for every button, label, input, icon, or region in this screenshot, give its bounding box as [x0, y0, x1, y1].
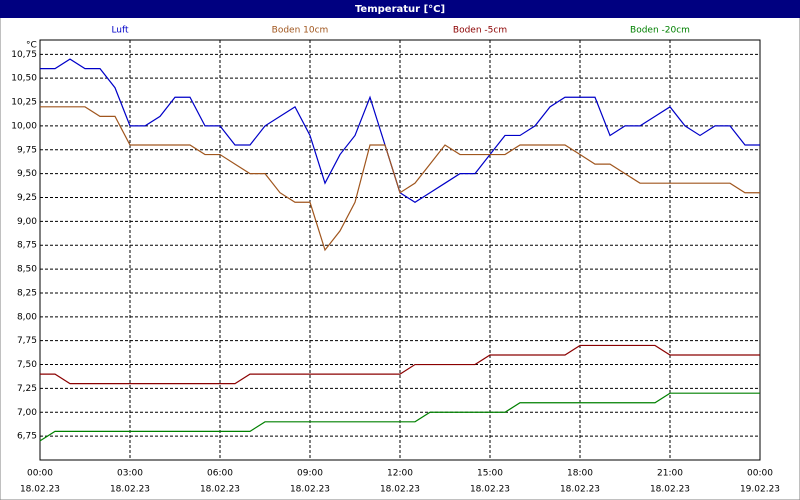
x-tick-date: 18.02.23	[200, 485, 240, 495]
x-tick-label: 12:00	[387, 469, 413, 479]
y-tick-label: 10,25	[11, 98, 37, 108]
y-tick-label: 7,50	[17, 360, 37, 370]
y-tick-label: 8,50	[17, 265, 37, 275]
x-tick-date: 18.02.23	[380, 485, 420, 495]
x-tick-date: 18.02.23	[560, 485, 600, 495]
series-line	[40, 106, 760, 252]
y-tick-label: 8,25	[17, 288, 37, 298]
y-tick-label: 10,50	[11, 74, 37, 84]
chart-title: Temperatur [°C]	[355, 4, 445, 15]
series-line	[40, 344, 760, 385]
y-tick-label: 9,50	[17, 169, 37, 179]
x-tick-date: 18.02.23	[470, 485, 510, 495]
x-tick-label: 18:00	[567, 469, 593, 479]
x-tick-date: 18.02.23	[110, 485, 150, 495]
y-tick-label: 9,75	[17, 145, 37, 155]
legend-entry: Boden 10cm	[272, 26, 329, 36]
x-tick-label: 00:00	[27, 469, 53, 479]
y-tick-label: 7,75	[17, 336, 37, 346]
y-tick-label: 8,75	[17, 241, 37, 251]
x-tick-label: 15:00	[477, 469, 503, 479]
y-tick-label: 9,25	[17, 193, 37, 203]
x-tick-label: 21:00	[657, 469, 683, 479]
x-tick-label: 06:00	[207, 469, 233, 479]
series-line	[39, 392, 760, 442]
title-bar	[0, 0, 800, 18]
x-tick-date: 19.02.23	[740, 485, 780, 495]
x-tick-label: 09:00	[297, 469, 323, 479]
plot-frame	[39, 39, 761, 461]
y-tick-label: 9,00	[17, 217, 37, 227]
x-tick-label: 00:00	[747, 469, 773, 479]
y-tick-label: 6,75	[17, 432, 37, 442]
y-unit: °C	[26, 41, 37, 51]
legend-entry: Boden -5cm	[453, 26, 507, 36]
legend-entry: Luft	[111, 26, 129, 36]
x-tick-date: 18.02.23	[290, 485, 330, 495]
x-tick-label: 03:00	[117, 469, 143, 479]
y-tick-label: 10,75	[11, 50, 37, 60]
x-tick-date: 18.02.23	[650, 485, 690, 495]
y-tick-label: 10,00	[11, 121, 37, 131]
legend-entry: Boden -20cm	[630, 26, 690, 36]
y-tick-label: 7,25	[17, 384, 37, 394]
y-tick-label: 7,00	[17, 408, 37, 418]
x-tick-date: 18.02.23	[20, 485, 60, 495]
y-tick-label: 8,00	[17, 312, 37, 322]
